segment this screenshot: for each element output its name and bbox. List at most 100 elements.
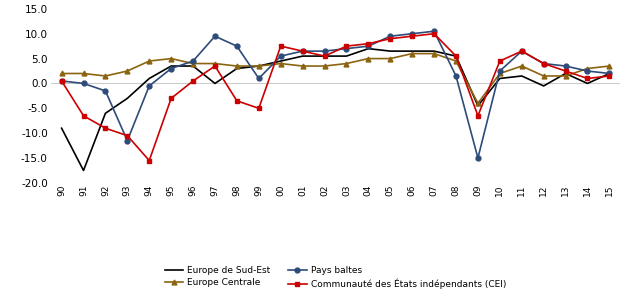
Europe de Sud-Est [80,169,87,172]
Communauté des États indépendants (CEI) [430,32,438,35]
Communauté des États indépendants (CEI) [584,77,591,80]
Europe de Sud-Est [321,54,329,58]
Europe de Sud-Est [430,49,438,53]
Europe de Sud-Est [584,82,591,85]
Pays baltes [233,44,241,48]
Europe Centrale [540,74,548,78]
Communauté des États indépendants (CEI) [189,79,197,83]
Line: Europe de Sud-Est: Europe de Sud-Est [61,49,610,171]
Europe Centrale [452,59,460,63]
Europe Centrale [584,67,591,70]
Pays baltes [452,74,460,78]
Europe de Sud-Est [167,64,175,68]
Communauté des États indépendants (CEI) [211,64,219,68]
Europe de Sud-Est [211,82,219,85]
Europe Centrale [167,57,175,60]
Europe de Sud-Est [561,72,569,75]
Europe Centrale [496,72,504,75]
Pays baltes [277,54,284,58]
Pays baltes [80,82,87,85]
Europe de Sud-Est [233,67,241,70]
Europe Centrale [342,62,350,65]
Pays baltes [146,84,153,88]
Communauté des États indépendants (CEI) [299,49,306,53]
Europe Centrale [408,52,416,55]
Pays baltes [189,59,197,63]
Europe Centrale [321,64,329,68]
Europe de Sud-Est [299,54,306,58]
Pays baltes [496,69,504,73]
Line: Europe Centrale: Europe Centrale [59,51,612,106]
Pays baltes [123,139,131,142]
Pays baltes [540,62,548,65]
Europe de Sud-Est [342,54,350,58]
Communauté des États indépendants (CEI) [167,96,175,100]
Europe Centrale [474,101,482,105]
Pays baltes [518,49,525,53]
Europe Centrale [233,64,241,68]
Europe de Sud-Est [102,112,110,115]
Europe Centrale [606,64,613,68]
Europe de Sud-Est [540,84,548,88]
Europe Centrale [146,59,153,63]
Europe de Sud-Est [58,127,65,130]
Europe Centrale [211,62,219,65]
Communauté des États indépendants (CEI) [58,79,65,83]
Pays baltes [321,49,329,53]
Line: Communauté des États indépendants (CEI): Communauté des États indépendants (CEI) [59,31,612,163]
Europe Centrale [80,72,87,75]
Communauté des États indépendants (CEI) [540,62,548,65]
Europe Centrale [189,62,197,65]
Communauté des États indépendants (CEI) [606,74,613,78]
Communauté des États indépendants (CEI) [146,159,153,162]
Pays baltes [387,35,394,38]
Europe de Sud-Est [123,96,131,100]
Communauté des États indépendants (CEI) [123,134,131,137]
Legend: Europe de Sud-Est, Europe Centrale, Pays baltes, Communauté des États indépendan: Europe de Sud-Est, Europe Centrale, Pays… [165,266,506,289]
Europe de Sud-Est [277,59,284,63]
Pays baltes [584,69,591,73]
Europe Centrale [255,64,263,68]
Communauté des États indépendants (CEI) [102,127,110,130]
Europe de Sud-Est [408,49,416,53]
Europe de Sud-Est [452,54,460,58]
Communauté des États indépendants (CEI) [321,54,329,58]
Communauté des États indépendants (CEI) [561,69,569,73]
Europe Centrale [58,72,65,75]
Pays baltes [167,67,175,70]
Europe de Sud-Est [387,49,394,53]
Pays baltes [606,72,613,75]
Pays baltes [211,35,219,38]
Communauté des États indépendants (CEI) [496,59,504,63]
Communauté des États indépendants (CEI) [365,42,372,45]
Europe de Sud-Est [606,72,613,75]
Communauté des États indépendants (CEI) [233,99,241,103]
Europe Centrale [518,64,525,68]
Line: Pays baltes: Pays baltes [59,29,612,160]
Europe Centrale [299,64,306,68]
Pays baltes [430,30,438,33]
Europe de Sud-Est [189,64,197,68]
Communauté des États indépendants (CEI) [452,54,460,58]
Europe de Sud-Est [365,47,372,50]
Europe Centrale [430,52,438,55]
Europe de Sud-Est [146,77,153,80]
Europe Centrale [277,62,284,65]
Europe Centrale [123,69,131,73]
Communauté des États indépendants (CEI) [518,49,525,53]
Communauté des États indépendants (CEI) [80,114,87,117]
Pays baltes [408,32,416,35]
Pays baltes [365,44,372,48]
Communauté des États indépendants (CEI) [408,35,416,38]
Communauté des États indépendants (CEI) [277,44,284,48]
Pays baltes [342,47,350,50]
Europe Centrale [365,57,372,60]
Pays baltes [58,79,65,83]
Pays baltes [299,49,306,53]
Communauté des États indépendants (CEI) [255,106,263,110]
Europe de Sud-Est [474,104,482,108]
Pays baltes [255,77,263,80]
Europe de Sud-Est [518,74,525,78]
Pays baltes [102,89,110,93]
Europe Centrale [561,74,569,78]
